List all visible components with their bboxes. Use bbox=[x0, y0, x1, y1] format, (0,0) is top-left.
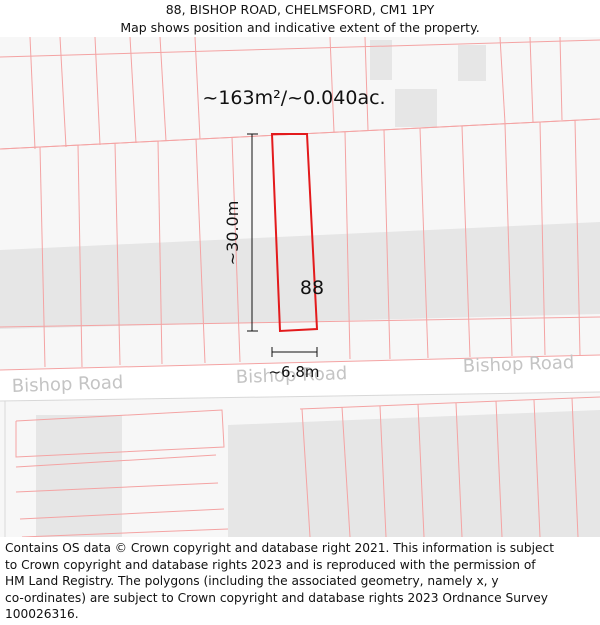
road-edge-south bbox=[0, 391, 600, 402]
map-subtitle: Map shows position and indicative extent… bbox=[120, 20, 480, 35]
building-southwest bbox=[36, 415, 122, 537]
map-header: 88, BISHOP ROAD, CHELMSFORD, CM1 1PY Map… bbox=[0, 0, 600, 37]
house-number-label: 88 bbox=[300, 277, 324, 299]
outbuilding-3 bbox=[458, 45, 486, 81]
plot-lines-north-main bbox=[0, 118, 600, 371]
copyright-line: 100026316. bbox=[5, 607, 79, 621]
building-band-north bbox=[0, 222, 600, 329]
property-map[interactable]: Bishop Road Bishop Road Bishop Road ~30.… bbox=[0, 37, 600, 537]
copyright-line: to Crown copyright and database rights 2… bbox=[5, 557, 536, 572]
building-band-south bbox=[228, 410, 600, 537]
width-dimension-line bbox=[271, 347, 318, 357]
map-canvas[interactable]: Bishop Road Bishop Road Bishop Road ~30.… bbox=[0, 37, 600, 537]
width-label: ~6.8m bbox=[268, 363, 319, 381]
copyright-line: HM Land Registry. The polygons (includin… bbox=[5, 574, 499, 588]
depth-dimension-line bbox=[247, 133, 258, 332]
plot-lines-south bbox=[15, 396, 600, 537]
outbuilding-1 bbox=[370, 40, 392, 80]
property-address-title: 88, BISHOP ROAD, CHELMSFORD, CM1 1PY bbox=[165, 2, 435, 17]
copyright-notice: Contains OS data © Crown copyright and d… bbox=[5, 540, 597, 623]
copyright-line: co-ordinates) are subject to Crown copyr… bbox=[5, 590, 548, 605]
copyright-line: Contains OS data © Crown copyright and d… bbox=[5, 541, 554, 555]
road-label-center: Bishop Road bbox=[235, 363, 347, 388]
depth-label: ~30.0m bbox=[223, 201, 242, 266]
outbuilding-2 bbox=[395, 89, 437, 127]
road-label-east: Bishop Road bbox=[462, 352, 574, 377]
property-parcel-outline[interactable] bbox=[270, 133, 319, 333]
road-label-west: Bishop Road bbox=[11, 372, 123, 397]
area-label: ~163m²/~0.040ac. bbox=[202, 87, 385, 109]
